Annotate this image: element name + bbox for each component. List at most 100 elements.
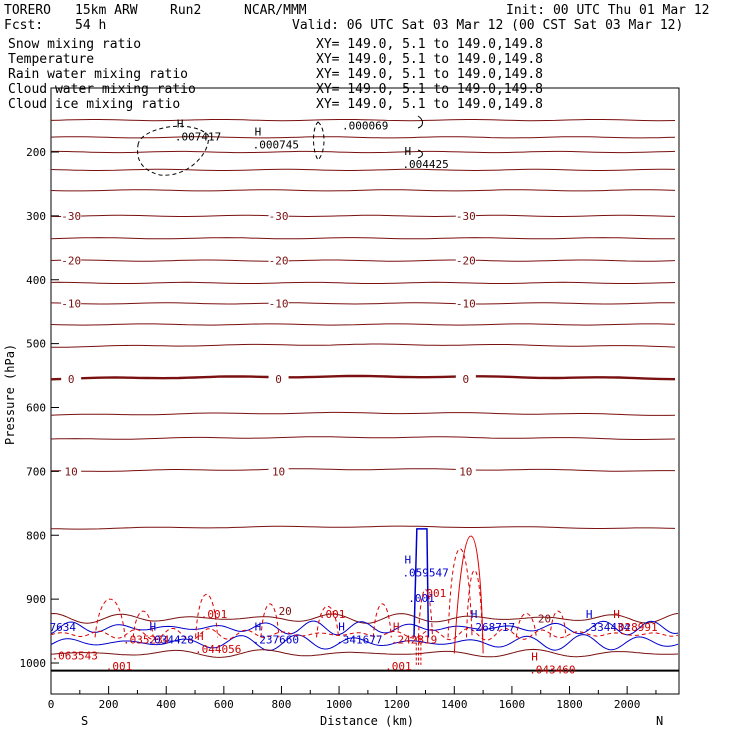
high-marker: H: [586, 608, 593, 621]
x-tick-label: 800: [272, 698, 292, 711]
contour-label: -10: [61, 297, 81, 310]
y-tick-label: 400: [26, 274, 46, 287]
low-level-contour: [50, 620, 679, 636]
north-label: N: [656, 714, 663, 728]
rain-contour: [195, 593, 219, 638]
temperature-contour: [50, 214, 676, 218]
contour-label: 10: [272, 465, 285, 478]
y-tick-label: 500: [26, 338, 46, 351]
field-xy-temperature: XY= 149.0, 5.1 to 149.0,149.8: [316, 52, 543, 67]
contour-label: -10: [269, 297, 289, 310]
contour-label-bg: [455, 254, 476, 266]
high-marker: H: [197, 630, 204, 643]
field-xy-snow: XY= 149.0, 5.1 to 149.0,149.8: [316, 37, 543, 52]
contour-label-bg: [268, 372, 289, 384]
max-value-label: .000069: [342, 119, 388, 132]
ice-contour: [417, 149, 423, 159]
temperature-contour: [50, 302, 675, 305]
max-value-label: .007417: [175, 130, 221, 143]
cloud-water-tower: [413, 528, 430, 638]
high-marker: H: [338, 621, 345, 634]
field-name-cloud-water: Cloud water mixing ratio: [8, 82, 196, 97]
high-marker: H: [404, 554, 411, 567]
x-tick-label: 200: [99, 698, 119, 711]
x-tick-label: 1400: [441, 698, 468, 711]
temperature-contour: [50, 411, 676, 416]
init-time: Init: 00 UTC Thu 01 Mar 12: [506, 3, 710, 18]
max-value-label: .268717: [469, 621, 515, 634]
max-value-label: .001: [408, 592, 435, 605]
low-level-contour: [50, 627, 679, 641]
rain-contour: [465, 569, 483, 638]
contour-label-bg: [268, 209, 289, 221]
max-value-label: 7634: [50, 621, 77, 634]
cloud-layer: [50, 115, 679, 665]
plot-frame: [50, 87, 680, 695]
high-marker: H: [404, 145, 411, 158]
temperature-contour: [50, 436, 676, 440]
temperature-contour: [50, 136, 676, 139]
contour-label-bg: [455, 297, 476, 309]
contour-label-bg: [268, 254, 289, 266]
temperature-contour: [50, 259, 676, 262]
y-tick-label: 200: [26, 146, 46, 159]
max-value-label: .044056: [195, 643, 241, 656]
rain-contour: [549, 610, 567, 638]
x-tick-label: 2000: [614, 698, 641, 711]
field-legend: Snow mixing ratio XY= 149.0, 5.1 to 149.…: [8, 37, 543, 112]
max-value-label: .001: [201, 608, 228, 621]
contour-label-bg: [455, 209, 476, 221]
snow-contour: [313, 121, 325, 161]
max-value-label: 20: [279, 605, 292, 618]
y-tick-label: 700: [26, 465, 46, 478]
field-name-rain: Rain water mixing ratio: [8, 67, 188, 82]
fcst-label: Fcst:: [4, 18, 43, 33]
contour-label: -20: [269, 255, 289, 268]
low-level-contour: [50, 612, 679, 624]
contour-label: -20: [456, 255, 476, 268]
field-name-temperature: Temperature: [8, 52, 94, 67]
contour-label-bg: [61, 209, 82, 221]
max-value-label: .000745: [253, 139, 299, 152]
low-level-contour: [50, 648, 679, 658]
field-xy-rain: XY= 149.0, 5.1 to 149.0,149.8: [316, 67, 543, 82]
contour-label-bg: [61, 297, 82, 309]
y-axis-label: Pressure (hPa): [3, 344, 17, 445]
max-value-label: .341677: [336, 634, 382, 647]
field-xy-cloud-ice: XY= 149.0, 5.1 to 149.0,149.8: [316, 97, 543, 112]
contour-label-bg: [61, 465, 82, 477]
contour-label: 0: [275, 373, 282, 386]
contour-label: -30: [269, 210, 289, 223]
max-value-label: .001: [385, 660, 412, 673]
y-tick-label: 900: [26, 593, 46, 606]
field-xy-cloud-water: XY= 149.0, 5.1 to 149.0,149.8: [316, 82, 543, 97]
rain-contour: [94, 598, 126, 638]
field-name-cloud-ice: Cloud ice mixing ratio: [8, 97, 180, 112]
max-value-label: .028991: [611, 621, 657, 634]
grid-spec: 15km ARW: [75, 3, 138, 18]
high-marker: H: [150, 621, 157, 634]
y-tick-label: 300: [26, 210, 46, 223]
model-name: TORERO: [4, 3, 51, 18]
max-value-label: .063543: [52, 650, 98, 663]
rain-contour: [417, 589, 433, 638]
snow-contour: [137, 125, 209, 176]
max-value-label: .334434: [584, 621, 631, 634]
temperature-contour: [50, 281, 676, 284]
temperature-contour: [50, 168, 676, 172]
max-value-label: 20: [538, 613, 551, 626]
x-tick-label: 0: [48, 698, 55, 711]
high-marker: H: [393, 621, 400, 634]
temperature-contour: [51, 468, 675, 472]
x-tick-label: 1600: [499, 698, 526, 711]
contour-label: 0: [68, 373, 75, 386]
rain-contour: [515, 613, 537, 638]
temperature-contour: [51, 150, 676, 154]
temperature-contour: [50, 189, 676, 192]
rain-contour: [372, 603, 392, 638]
max-value-label: .242819: [391, 634, 437, 647]
contour-label: 10: [459, 465, 472, 478]
y-tick-label: 800: [26, 529, 46, 542]
